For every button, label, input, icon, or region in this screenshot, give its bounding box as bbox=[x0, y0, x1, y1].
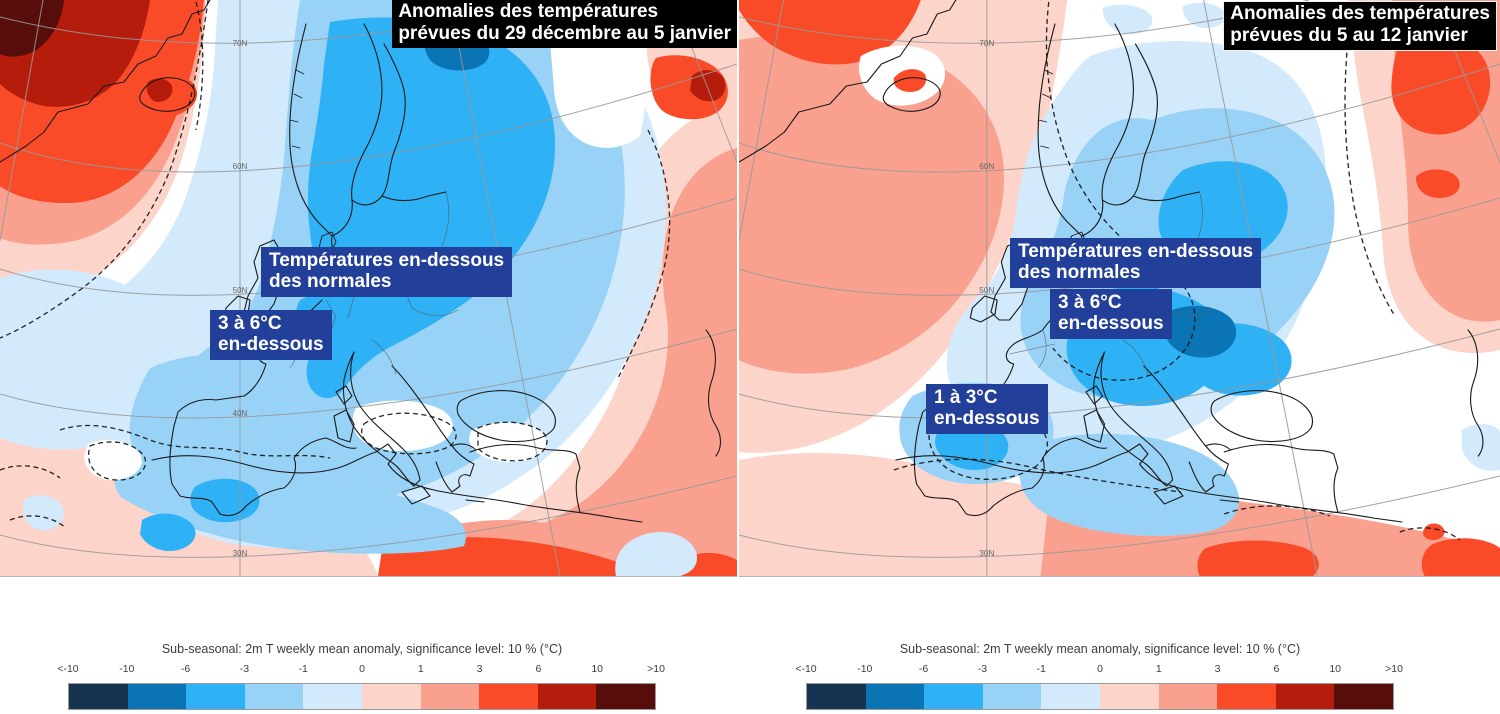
legend-ticks: <-10 -10 -6 -3 -1 0 1 3 6 10 >10 bbox=[57, 663, 665, 677]
colorbar-cell bbox=[924, 684, 983, 709]
colorbar-cell bbox=[596, 684, 655, 709]
legend-tick: 3 bbox=[476, 663, 483, 675]
map-panel-week2: Anomalies des températures prévues du 5 … bbox=[739, 0, 1500, 577]
map-panel-week1: 70N 60N 50N 40N 30N bbox=[0, 0, 737, 577]
legend-tick: <-10 bbox=[57, 663, 79, 675]
colorbar-cell bbox=[1217, 684, 1276, 709]
colorbar-cell bbox=[865, 684, 925, 709]
legend-tick: <-10 bbox=[795, 663, 817, 675]
legend-tick: 10 bbox=[1329, 663, 1342, 675]
colorbar-cell bbox=[127, 684, 187, 709]
annotation-text: Températures en-dessous bbox=[1018, 241, 1254, 262]
annotation-3-6-below-week2: 3 à 6°C en-dessous bbox=[1050, 289, 1172, 339]
legend-tick: 10 bbox=[591, 663, 604, 675]
colorbar-cell bbox=[982, 684, 1042, 709]
annotation-text: 3 à 6°C bbox=[1058, 292, 1122, 313]
annotation-text: 1 à 3°C bbox=[934, 387, 998, 408]
legend-tick: -6 bbox=[180, 663, 191, 675]
colorbar-cell bbox=[1275, 684, 1335, 709]
legend-tick: 6 bbox=[535, 663, 542, 675]
annotation-text: des normales bbox=[1018, 262, 1141, 283]
legend-tick: -10 bbox=[857, 663, 873, 675]
colorbar-cell bbox=[186, 684, 245, 709]
legend-tick: 6 bbox=[1273, 663, 1280, 675]
legend-tick: >10 bbox=[1385, 663, 1403, 675]
legend-tick: 0 bbox=[359, 663, 365, 675]
annotation-text: 3 à 6°C bbox=[218, 313, 282, 334]
map-title-line1: Anomalies des températures bbox=[1230, 3, 1490, 24]
legend-tick: -1 bbox=[1036, 663, 1046, 675]
colorbar-cell bbox=[303, 684, 362, 709]
annotation-text: des normales bbox=[269, 271, 392, 292]
map-title-line2: prévues du 29 décembre au 5 janvier bbox=[398, 23, 731, 44]
annotation-1-3-below-week2: 1 à 3°C en-dessous bbox=[926, 384, 1048, 434]
annotation-text: Températures en-dessous bbox=[269, 250, 505, 271]
map-title-week1: Anomalies des températures prévues du 29… bbox=[392, 0, 737, 48]
colorbar-cell bbox=[807, 684, 866, 709]
legend-tick: -10 bbox=[119, 663, 135, 675]
annotation-text: en-dessous bbox=[218, 334, 324, 355]
colorbar-cell bbox=[69, 684, 128, 709]
colorbar-cell bbox=[361, 684, 421, 709]
annotation-below-normal-week2: Températures en-dessous des normales bbox=[1010, 238, 1262, 288]
map-title-line1: Anomalies des températures bbox=[398, 1, 659, 22]
map-title-line2: prévues du 5 au 12 janvier bbox=[1230, 25, 1468, 46]
annotation-below-normal-week1: Températures en-dessous des normales bbox=[261, 247, 513, 297]
colorbar-cell bbox=[1099, 684, 1159, 709]
colorbar bbox=[68, 683, 656, 710]
annotation-text: en-dessous bbox=[1058, 313, 1164, 334]
legend-tick: 1 bbox=[417, 663, 424, 675]
colorbar-cell bbox=[1334, 684, 1393, 709]
anomaly-map-week2 bbox=[739, 0, 1500, 576]
colorbar-cell bbox=[479, 684, 538, 709]
colorbar-cell bbox=[1158, 684, 1218, 709]
annotation-3-6-below-week1: 3 à 6°C en-dessous bbox=[210, 310, 332, 360]
annotation-text: en-dessous bbox=[934, 408, 1040, 429]
legend-caption: Sub-seasonal: 2m T weekly mean anomaly, … bbox=[899, 642, 1301, 656]
legend-tick: 0 bbox=[1097, 663, 1103, 675]
legend-tick: -1 bbox=[298, 663, 308, 675]
colorbar-cell bbox=[537, 684, 597, 709]
legend-tick: 3 bbox=[1214, 663, 1221, 675]
colorbar-cell bbox=[1041, 684, 1100, 709]
legend-tick: >10 bbox=[647, 663, 665, 675]
legend-caption: Sub-seasonal: 2m T weekly mean anomaly, … bbox=[161, 642, 563, 656]
colorbar-cell bbox=[244, 684, 304, 709]
legend-ticks: <-10 -10 -6 -3 -1 0 1 3 6 10 >10 bbox=[795, 663, 1403, 677]
map-title-week2: Anomalies des températures prévues du 5 … bbox=[1223, 1, 1497, 51]
legend-tick: -3 bbox=[239, 663, 250, 675]
colorbar-cell bbox=[420, 684, 480, 709]
colorbar-legend-week1: Sub-seasonal: 2m T weekly mean anomaly, … bbox=[57, 642, 665, 710]
legend-tick: -3 bbox=[977, 663, 988, 675]
colorbar-legend-week2: Sub-seasonal: 2m T weekly mean anomaly, … bbox=[795, 642, 1403, 710]
colorbar bbox=[806, 683, 1394, 710]
legend-tick: -6 bbox=[918, 663, 929, 675]
legend-tick: 1 bbox=[1155, 663, 1162, 675]
significance-contours bbox=[0, 0, 671, 529]
